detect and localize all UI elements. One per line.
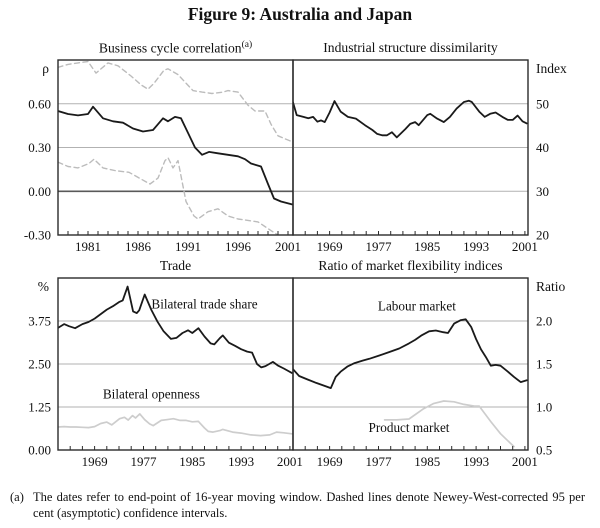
y-tick-label: 0.5	[536, 443, 552, 458]
y-tick-label: -0.30	[24, 228, 51, 243]
x-tick-label: 2001	[512, 239, 538, 254]
x-tick-label: 1969	[82, 454, 108, 469]
y-tick-label: 1.25	[28, 400, 51, 415]
series-lower-confidence	[58, 157, 280, 235]
panel-frame	[292, 59, 529, 236]
footnote-ref-a: (a)	[241, 40, 253, 50]
y-axis-unit-label: Index	[536, 61, 567, 76]
panel-title-trade: Trade	[58, 258, 293, 274]
x-tick-label: 1991	[175, 239, 201, 254]
series-label-bilateral-openness: Bilateral openness	[103, 386, 200, 401]
series-dissimilarity-index	[293, 99, 528, 139]
series-bilateral-trade-share	[58, 285, 293, 374]
footnote: (a) The dates refer to end-point of 16-y…	[10, 490, 592, 521]
panel-business-cycle-correlation: 1981 1986 1991 1996 2001 -0.30 0.00 0.30 0.60 ρ	[24, 59, 301, 254]
series-label-labour-market: Labour market	[378, 299, 456, 314]
footnote-text: The dates refer to end-point of 16-year …	[33, 490, 585, 520]
panel-title-market-flexibility: Ratio of market flexibility indices	[293, 258, 528, 274]
x-tick-label: 1993	[228, 454, 254, 469]
x-tick-label: 1986	[125, 239, 152, 254]
series-label-bilateral-trade-share: Bilateral trade share	[151, 296, 257, 311]
y-tick-label: 0.00	[28, 184, 51, 199]
x-tick-label: 2001	[275, 239, 301, 254]
y-tick-label: 40	[536, 140, 549, 155]
y-tick-label: 0.30	[28, 140, 51, 155]
panel-title-text: Trade	[159, 258, 192, 273]
x-tick-label: 2001	[277, 454, 303, 469]
x-tick-label: 1977	[131, 454, 158, 469]
y-tick-label: 0.60	[28, 96, 51, 111]
panel-title-text: Ratio of market flexibility indices	[318, 258, 503, 273]
panel-title-text: Industrial structure dissimilarity	[323, 40, 498, 55]
y-tick-label: 2.50	[28, 357, 51, 372]
x-tick-label: 1969	[317, 239, 343, 254]
y-tick-label: 0.00	[28, 443, 51, 458]
y-tick-label: 20	[536, 228, 549, 243]
x-tick-label: 1993	[463, 239, 489, 254]
panel-title-text: Business cycle correlation	[98, 40, 242, 56]
figure-title: Figure 9: Australia and Japan	[187, 4, 413, 24]
series-upper-confidence	[58, 60, 293, 143]
panel-trade: 1969 1977 1985 1993 2001 0.00 1.25 2.50 3.75% Bil…	[28, 277, 303, 469]
y-tick-label: 2.0	[536, 314, 552, 329]
y-axis-unit-label: Ratio	[536, 279, 565, 294]
panel-title-industrial-structure-dissimilarity: Industrial structure dissimilarity	[293, 40, 528, 56]
y-axis-unit-label: ρ	[42, 61, 49, 76]
panel-title-business-cycle-correlation: Business cycle correlation(a)	[58, 40, 293, 57]
x-tick-label: 1985	[414, 454, 440, 469]
series-bilateral-openness	[58, 413, 293, 437]
x-tick-label: 1996	[225, 239, 252, 254]
x-tick-label: 1985	[414, 239, 440, 254]
y-tick-label: 30	[536, 184, 549, 199]
x-tick-label: 2001	[512, 454, 538, 469]
y-tick-label: 50	[536, 96, 549, 111]
series-label-product-market: Product market	[369, 420, 450, 435]
panel-frame	[292, 277, 529, 451]
y-tick-label: 3.75	[28, 314, 51, 329]
series-product-market	[383, 400, 515, 448]
x-tick-label: 1977	[366, 454, 393, 469]
series-correlation	[58, 105, 293, 206]
x-tick-label: 1985	[179, 454, 205, 469]
x-tick-label: 1993	[463, 454, 489, 469]
x-tick-label: 1977	[366, 239, 393, 254]
series-labour-market	[293, 318, 528, 389]
x-tick-label: 1969	[317, 454, 343, 469]
y-tick-label: 1.5	[536, 357, 552, 372]
y-tick-label: 1.0	[536, 400, 552, 415]
footnote-marker: (a)	[10, 490, 24, 504]
y-axis-unit-label: %	[38, 279, 49, 294]
x-tick-label: 1981	[75, 239, 101, 254]
